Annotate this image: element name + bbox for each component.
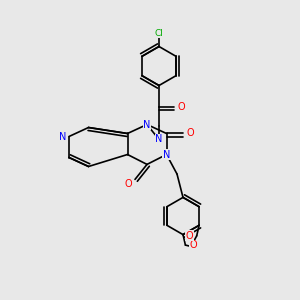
Text: O: O [189,240,197,250]
Text: O: O [124,179,132,189]
Text: N: N [59,131,67,142]
Text: O: O [185,231,193,241]
Text: N: N [155,134,163,145]
Text: Cl: Cl [154,28,164,38]
Text: N: N [163,149,170,160]
Text: O: O [187,128,194,139]
Text: O: O [178,101,185,112]
Text: N: N [143,119,151,130]
